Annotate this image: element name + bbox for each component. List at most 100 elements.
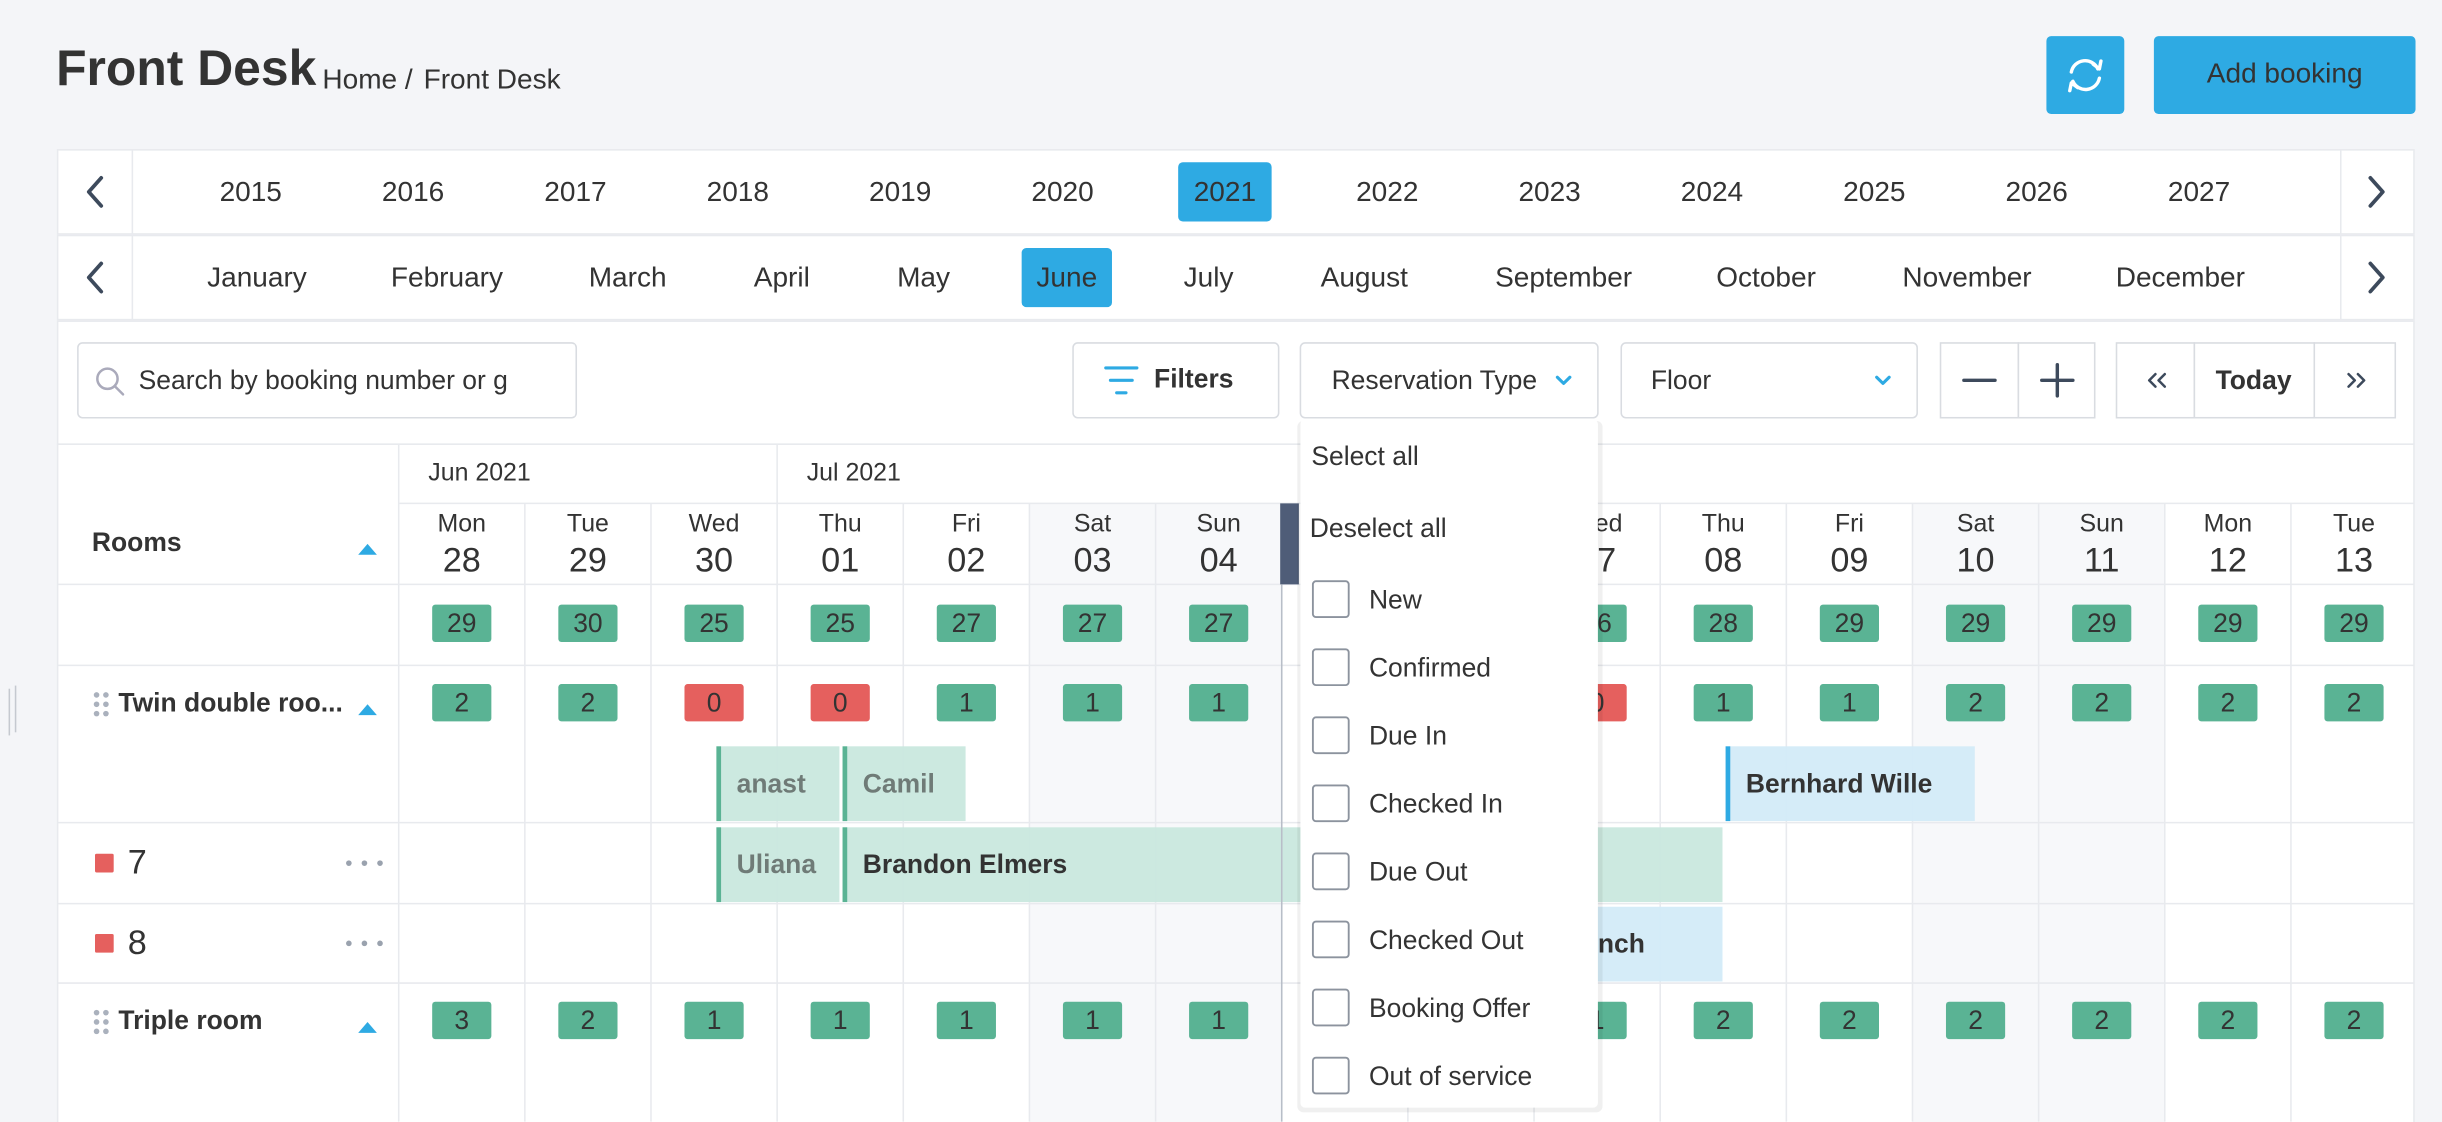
selector-item[interactable]: June	[1036, 262, 1097, 293]
availability-badge	[810, 604, 870, 642]
selector-item[interactable]: September	[1495, 262, 1632, 293]
breadcrumb-separator: /	[405, 64, 413, 95]
selector-item[interactable]: February	[391, 262, 503, 293]
date-label: 28	[443, 542, 481, 580]
availability-badge	[2072, 604, 2132, 642]
deselect-all[interactable]: Deselect all	[1310, 513, 1447, 543]
filters-button[interactable]	[1072, 342, 1280, 419]
selector-item[interactable]: 2026	[2006, 176, 2068, 207]
prev-week-button[interactable]	[2115, 342, 2196, 419]
refresh-button[interactable]	[2046, 36, 2125, 115]
drag-handle	[93, 1019, 100, 1025]
selector-item[interactable]: 2017	[544, 176, 606, 207]
availability-badge	[1945, 684, 2006, 722]
selector-item[interactable]: 2025	[1843, 176, 1905, 207]
availability-badge	[2072, 1001, 2132, 1040]
selector-item[interactable]: 2022	[1356, 176, 1418, 207]
room-menu[interactable]	[346, 940, 352, 947]
selector-item[interactable]: October	[1716, 262, 1816, 293]
room-menu[interactable]	[377, 940, 383, 947]
selector-item[interactable]: 2016	[382, 176, 444, 207]
double-right	[2347, 372, 2366, 388]
availability-count: 29	[447, 608, 476, 638]
availability-count: 2	[1968, 1005, 1983, 1035]
selector-item[interactable]: 2018	[707, 176, 769, 207]
selector-item[interactable]: 2015	[220, 176, 282, 207]
reservation-type-select[interactable]	[1299, 342, 1599, 419]
collapse-caret[interactable]	[358, 543, 377, 555]
option-checkbox[interactable]	[1311, 1056, 1350, 1095]
booking-edge	[1725, 746, 1731, 822]
date-label: 02	[947, 542, 985, 580]
availability-count: 29	[2087, 608, 2116, 638]
selector-item[interactable]: January	[207, 262, 307, 293]
selector-item[interactable]: December	[2116, 262, 2245, 293]
floor-placeholder: Floor	[1651, 365, 1711, 395]
option-checkbox[interactable]	[1311, 784, 1350, 823]
availability-count: 25	[699, 608, 728, 638]
option-label[interactable]: Out of service	[1369, 1061, 1532, 1091]
option-checkbox[interactable]	[1311, 920, 1350, 959]
room-menu[interactable]	[361, 860, 368, 866]
collapse-caret[interactable]	[358, 704, 377, 716]
booking-bar[interactable]	[716, 827, 840, 903]
next-arrow	[2368, 176, 2385, 208]
booking-guest: Camil	[863, 768, 935, 798]
room-menu[interactable]	[377, 860, 383, 866]
booking-bar[interactable]	[716, 746, 840, 822]
selector-item[interactable]: 2021	[1194, 176, 1256, 207]
selected-item	[1021, 247, 1112, 308]
availability-badge	[558, 604, 618, 642]
availability-count: 1	[959, 687, 974, 717]
weekday-label: Thu	[1702, 510, 1745, 538]
selector-item[interactable]: 2023	[1518, 176, 1580, 207]
booking-bar[interactable]	[1725, 746, 1975, 822]
selector-item[interactable]: 2027	[2168, 176, 2230, 207]
option-label[interactable]: Checked In	[1369, 789, 1503, 819]
search-placeholder: Search by booking number or g	[139, 365, 508, 395]
drag-handle	[93, 692, 100, 698]
weekday-label: Mon	[438, 510, 486, 538]
selector-item[interactable]: May	[897, 262, 950, 293]
option-checkbox[interactable]	[1311, 580, 1350, 619]
option-checkbox[interactable]	[1311, 852, 1350, 891]
add-booking-button[interactable]	[2153, 36, 2416, 115]
weekday-label: Tue	[2333, 510, 2375, 538]
room-menu[interactable]	[346, 860, 352, 866]
today-label: Today	[2216, 365, 2292, 395]
availability-badge	[2198, 684, 2258, 722]
date-label: 09	[1830, 542, 1868, 580]
selector-item[interactable]: November	[1902, 262, 2031, 293]
room-menu[interactable]	[361, 940, 368, 947]
option-label[interactable]: Confirmed	[1369, 653, 1491, 683]
selector-item[interactable]: August	[1321, 262, 1408, 293]
availability-badge	[936, 1001, 996, 1040]
weekday-label: Mon	[2204, 510, 2252, 538]
drag-handle	[93, 1028, 100, 1035]
selector-item[interactable]: 2019	[869, 176, 931, 207]
selector-item[interactable]: March	[589, 262, 667, 293]
today-button[interactable]	[2193, 342, 2316, 419]
floor-select[interactable]	[1620, 342, 1918, 419]
option-label[interactable]: Due In	[1369, 721, 1447, 751]
select-all[interactable]: Select all	[1311, 441, 1418, 471]
selector-item[interactable]: 2020	[1031, 176, 1093, 207]
option-label[interactable]: Due Out	[1369, 857, 1468, 887]
selector-item[interactable]: 2024	[1681, 176, 1743, 207]
option-label[interactable]: Booking Offer	[1369, 993, 1531, 1023]
collapse-caret[interactable]	[358, 1021, 377, 1033]
search-box[interactable]	[77, 342, 578, 419]
option-checkbox[interactable]	[1311, 988, 1350, 1027]
weekday-label: Thu	[819, 510, 862, 538]
booking-edge	[716, 827, 722, 903]
booking-bar[interactable]	[842, 746, 966, 822]
selector-item[interactable]: July	[1184, 262, 1234, 293]
availability-count: 1	[1211, 1005, 1226, 1035]
option-checkbox[interactable]	[1311, 648, 1350, 687]
option-label[interactable]: New	[1369, 584, 1423, 614]
option-label[interactable]: Checked Out	[1369, 925, 1524, 955]
availability-badge	[1189, 1001, 1249, 1040]
option-checkbox[interactable]	[1311, 716, 1350, 755]
booking-guest: Uliana	[737, 849, 817, 879]
selector-item[interactable]: April	[754, 262, 810, 293]
